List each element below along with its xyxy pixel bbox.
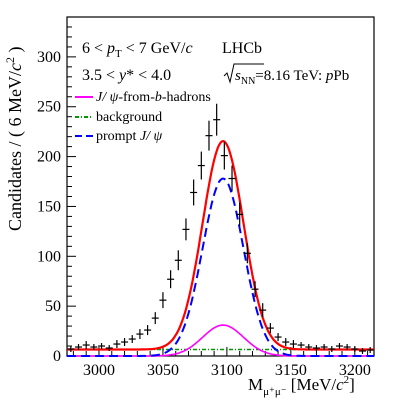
curve-prompt	[67, 177, 374, 357]
y-tick-label: 250	[37, 99, 61, 116]
legend: J/ ψ-from-b-hadrons background prompt J/…	[75, 90, 211, 144]
data-point	[335, 343, 343, 350]
data-point	[243, 243, 251, 264]
axis-ticks	[67, 26, 369, 357]
data-point	[266, 323, 274, 334]
data-point	[220, 141, 228, 170]
x-axis-label: Mμ⁺μ⁻ [MeV/c2]	[248, 374, 355, 398]
y-axis-label: Candidates / ( 6 MeV/c2 )	[3, 47, 26, 231]
data-point	[351, 346, 359, 353]
y-tick-labels: 0 50 100 150 200 250 300	[37, 49, 61, 365]
y-tick-label: 50	[45, 298, 61, 315]
data-points	[67, 103, 374, 355]
annotation-ystar: 3.5 < y* < 4.0	[82, 67, 171, 84]
sqrt-sign	[223, 63, 264, 84]
data-point	[159, 292, 167, 309]
data-point	[228, 165, 236, 192]
annotation-energy-text: sNN=8.16 TeV: pPb	[235, 68, 349, 87]
legend-label-background: background	[96, 110, 162, 125]
data-point	[113, 340, 121, 349]
x-tick-labels: 3000 3050 3100 3150 3200	[83, 362, 371, 379]
curve-from-b	[67, 324, 374, 357]
data-point	[128, 335, 136, 344]
data-point	[197, 151, 205, 180]
x-tick-label: 3150	[275, 362, 307, 379]
data-point	[144, 325, 152, 336]
data-point	[190, 179, 198, 206]
data-point	[136, 329, 144, 340]
data-point	[251, 281, 259, 298]
y-tick-label: 300	[37, 49, 61, 66]
data-point	[282, 338, 290, 347]
data-point	[67, 346, 75, 353]
y-tick-label: 150	[37, 198, 61, 215]
data-point	[105, 345, 113, 352]
annotation-experiment: LHCb	[222, 40, 262, 57]
data-point	[312, 345, 320, 352]
data-point	[82, 341, 90, 350]
data-point	[205, 120, 213, 151]
data-point	[343, 344, 351, 351]
fit-curves	[67, 139, 374, 357]
data-point	[182, 218, 190, 241]
y-tick-label: 0	[53, 348, 61, 365]
annotation-pt-text: 6 < pT < 7 GeV/c	[82, 40, 193, 60]
x-tick-label: 3000	[83, 362, 115, 379]
data-point	[297, 342, 305, 349]
data-point	[121, 338, 129, 347]
data-point	[236, 202, 244, 227]
data-point	[320, 344, 328, 351]
annotation-ystar-text: 3.5 < y* < 4.0	[82, 67, 171, 84]
legend-label-b: J/ ψ-from-b-hadrons	[96, 90, 211, 105]
data-point	[167, 270, 175, 289]
x-tick-label: 3100	[211, 362, 243, 379]
data-point	[151, 312, 159, 325]
data-point	[259, 303, 267, 318]
y-tick-label: 200	[37, 149, 61, 166]
curve-total	[67, 139, 374, 351]
data-point	[98, 343, 106, 350]
data-point	[75, 344, 83, 351]
data-point	[213, 103, 221, 136]
x-tick-label: 3200	[339, 362, 371, 379]
data-point	[328, 346, 336, 353]
annotation-pt: 6 < pT < 7 GeV/c	[82, 40, 193, 60]
data-point	[174, 250, 182, 271]
data-point	[366, 347, 374, 354]
data-point	[274, 333, 282, 342]
data-point	[289, 340, 297, 349]
y-tick-label: 100	[37, 248, 61, 265]
legend-label-prompt: prompt J/ ψ	[96, 129, 163, 144]
x-tick-label: 3050	[147, 362, 179, 379]
data-point	[90, 344, 98, 351]
data-point	[358, 348, 366, 355]
annotation-energy: sNN=8.16 TeV: pPb	[223, 63, 349, 87]
data-point	[305, 344, 313, 351]
